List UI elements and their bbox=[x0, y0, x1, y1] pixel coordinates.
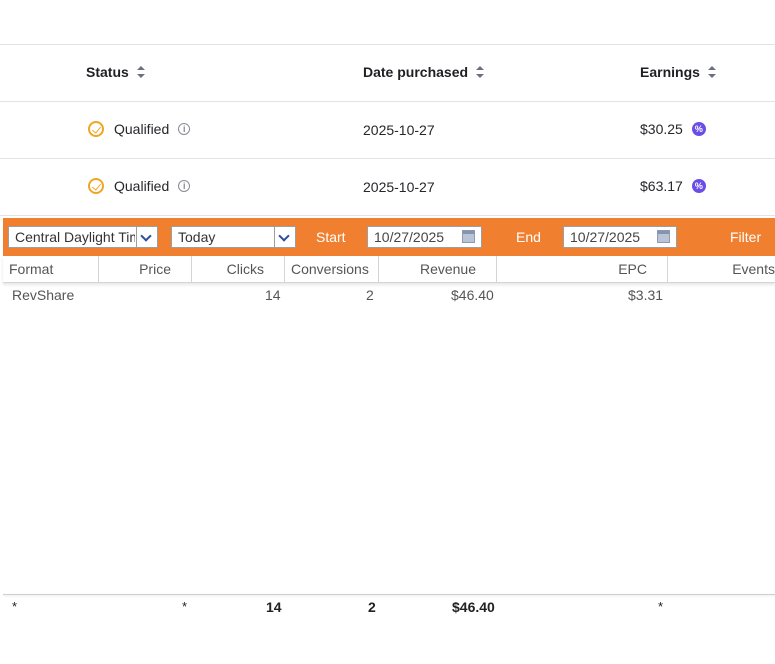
date-header-label: Date purchased bbox=[363, 64, 469, 80]
check-circle-icon bbox=[88, 121, 104, 137]
status-cell: Qualified i bbox=[88, 178, 191, 194]
date-purchased-column-header[interactable]: Date purchased bbox=[363, 64, 485, 80]
grid-header-format[interactable]: Format bbox=[3, 256, 99, 282]
calendar-icon[interactable] bbox=[657, 230, 670, 243]
timezone-select[interactable]: Central Daylight Time bbox=[8, 226, 158, 248]
grid-footer-divider bbox=[3, 594, 775, 595]
status-text: Qualified bbox=[114, 178, 170, 194]
sort-icon[interactable] bbox=[476, 66, 485, 78]
start-date-input[interactable]: 10/27/2025 bbox=[367, 226, 482, 248]
earnings-value: $63.17 bbox=[640, 178, 683, 194]
date-cell: 2025-10-27 bbox=[363, 122, 435, 138]
divider bbox=[0, 101, 775, 102]
earnings-cell: $30.25 % bbox=[640, 121, 706, 137]
end-date-value: 10/27/2025 bbox=[570, 229, 641, 245]
earnings-column-header[interactable]: Earnings bbox=[640, 64, 716, 80]
footer-price: * bbox=[182, 599, 188, 614]
earnings-cell: $63.17 % bbox=[640, 178, 706, 194]
grid-cell-format: RevShare bbox=[12, 287, 75, 303]
footer-clicks: 14 bbox=[266, 599, 282, 615]
start-date-value: 10/27/2025 bbox=[374, 229, 445, 245]
date-range-value: Today bbox=[178, 229, 216, 245]
chevron-down-icon[interactable] bbox=[136, 227, 157, 247]
end-date-input[interactable]: 10/27/2025 bbox=[563, 226, 677, 248]
grid-header-events[interactable]: Events bbox=[732, 261, 775, 277]
filter-button[interactable]: Filter bbox=[730, 229, 762, 245]
date-cell: 2025-10-27 bbox=[363, 179, 435, 195]
discount-badge-icon[interactable]: % bbox=[691, 179, 706, 193]
grid-cell-conversions: 2 bbox=[366, 287, 374, 303]
footer-conversions: 2 bbox=[368, 599, 376, 615]
info-icon[interactable]: i bbox=[178, 123, 191, 135]
info-icon[interactable]: i bbox=[178, 180, 191, 192]
footer-revenue: $46.40 bbox=[452, 599, 495, 615]
grid-cell-epc: $3.31 bbox=[628, 287, 664, 303]
divider bbox=[0, 215, 775, 216]
earnings-header-label: Earnings bbox=[640, 64, 700, 80]
grid-cell-clicks: 14 bbox=[265, 287, 281, 303]
status-header-label: Status bbox=[86, 64, 129, 80]
date-range-select[interactable]: Today bbox=[171, 226, 296, 248]
grid-header-clicks[interactable]: Clicks bbox=[192, 256, 285, 282]
divider bbox=[0, 158, 775, 159]
status-cell: Qualified i bbox=[88, 121, 191, 137]
report-grid-header: Format Price Clicks Conversions Revenue … bbox=[3, 256, 775, 283]
filter-bar: Central Daylight Time Today Start 10/27/… bbox=[3, 218, 775, 256]
earnings-value: $30.25 bbox=[640, 121, 683, 137]
sort-icon[interactable] bbox=[707, 66, 716, 78]
end-label: End bbox=[516, 229, 541, 245]
divider bbox=[0, 44, 775, 45]
start-label: Start bbox=[316, 229, 346, 245]
status-text: Qualified bbox=[114, 121, 170, 137]
status-column-header[interactable]: Status bbox=[86, 64, 145, 80]
grid-cell-revenue: $46.40 bbox=[451, 287, 494, 303]
grid-header-epc[interactable]: EPC bbox=[497, 256, 668, 282]
grid-header-conversions[interactable]: Conversions bbox=[285, 256, 379, 282]
grid-header-revenue[interactable]: Revenue bbox=[379, 256, 497, 282]
check-circle-icon bbox=[88, 178, 104, 194]
calendar-icon[interactable] bbox=[462, 230, 475, 243]
footer-epc: * bbox=[658, 599, 664, 614]
chevron-down-icon[interactable] bbox=[274, 227, 295, 247]
discount-badge-icon[interactable]: % bbox=[691, 122, 706, 136]
footer-format: * bbox=[12, 599, 18, 614]
timezone-value: Central Daylight Time bbox=[15, 229, 135, 245]
grid-header-price[interactable]: Price bbox=[99, 256, 192, 282]
sort-icon[interactable] bbox=[136, 66, 145, 78]
